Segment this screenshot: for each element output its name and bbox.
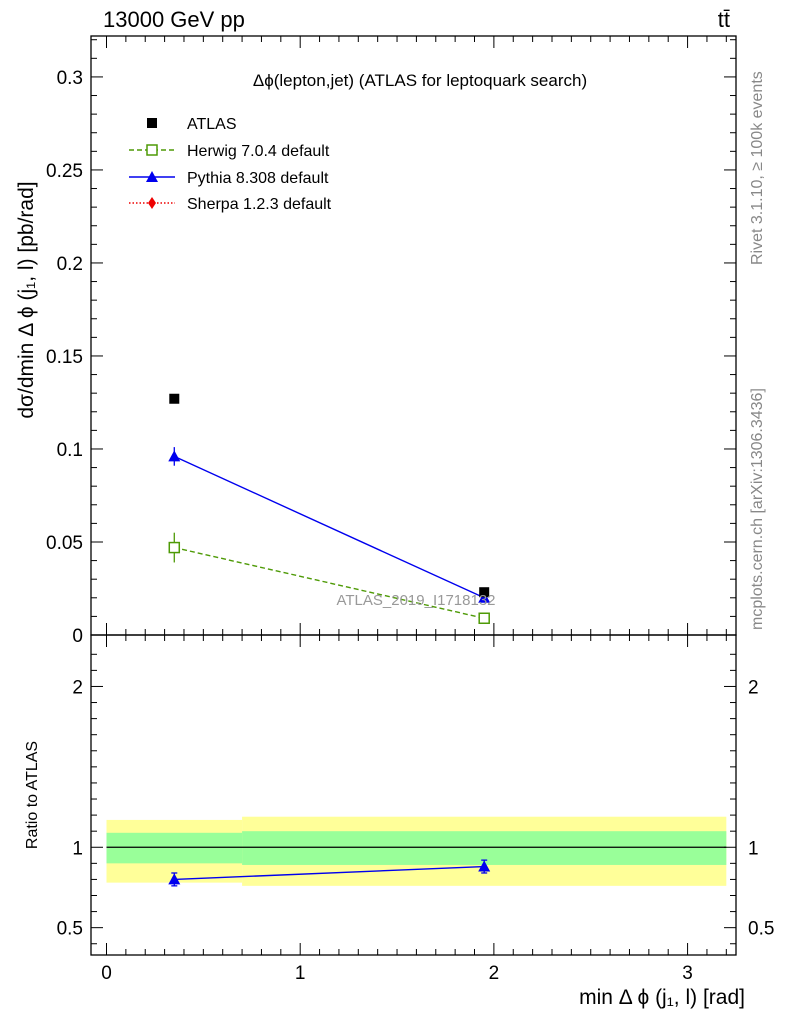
y-tick-label: 0.3 — [57, 68, 83, 89]
x-tick-label: 3 — [682, 963, 693, 984]
main-panel: 0 0.05 0.1 0.15 0.2 0.25 0.3 Δϕ(lepton,jet) (A… — [15, 35, 737, 647]
ratio-y-tick-label-right: 0.5 — [748, 919, 774, 940]
atlas-data-point — [479, 587, 490, 598]
legend-label-herwig: Herwig 7.0.4 default — [187, 143, 330, 160]
ratio-axis-title: Ratio to ATLAS — [24, 741, 41, 849]
atlas-data-point — [169, 393, 180, 404]
ratio-stat-uncertainty-band — [242, 831, 727, 865]
herwig-series-line — [174, 546, 485, 619]
legend-marker-pythia — [146, 171, 158, 182]
legend-entry-pythia: Pythia 8.308 default — [129, 170, 329, 187]
y-tick-label: 0 — [72, 626, 83, 647]
y-tick-label: 0.25 — [46, 161, 83, 182]
header-energy-label: 13000 GeV pp — [103, 7, 245, 32]
legend-label-atlas: ATLAS — [187, 116, 237, 133]
ratio-y-tick-label: 1 — [72, 838, 83, 859]
pythia-point — [478, 591, 491, 603]
ratio-pythia-point — [478, 860, 491, 872]
x-axis-title: min Δ ϕ (j₁, l) [rad] — [579, 986, 745, 1009]
legend-marker-herwig — [146, 144, 158, 156]
rivet-version-label: Rivet 3.1.10, ≥ 100k events — [749, 71, 766, 265]
x-tick-label: 0 — [101, 963, 112, 984]
ratio-panel: 0 1 2 3 0.5 0.5 1 1 2 2 Ratio to ATLAS — [24, 634, 774, 984]
y-tick-label: 0.1 — [57, 440, 83, 461]
legend: ATLAS Herwig 7.0.4 default Pythia 8.308 … — [129, 116, 332, 213]
legend-entry-sherpa: Sherpa 1.2.3 default — [129, 196, 332, 213]
ratio-y-tick-label-right: 2 — [748, 677, 759, 698]
ratio-y-tick-label: 0.5 — [57, 919, 83, 940]
legend-marker-atlas — [147, 118, 157, 128]
ratio-stat-uncertainty-band — [106, 832, 243, 864]
ratio-y-tick-label-right: 1 — [748, 838, 759, 859]
legend-label-pythia: Pythia 8.308 default — [187, 170, 329, 187]
legend-entry-herwig: Herwig 7.0.4 default — [129, 143, 330, 160]
legend-label-sherpa: Sherpa 1.2.3 default — [187, 196, 332, 213]
herwig-point — [478, 612, 490, 625]
pythia-series-line — [173, 455, 485, 599]
y-axis-title: dσ/dmin Δ ϕ (j₁, l) [pb/rad] — [15, 181, 38, 418]
legend-entry-atlas: ATLAS — [147, 116, 237, 133]
herwig-point — [168, 541, 181, 554]
panel-title: Δϕ(lepton,jet) (ATLAS for leptoquark sea… — [253, 71, 587, 90]
ratio-panel-frame — [90, 634, 737, 956]
y-tick-label: 0.2 — [57, 254, 83, 275]
mcplots-reference-label: mcplots.cern.ch [arXiv:1306.3436] — [749, 388, 766, 630]
y-tick-label: 0.05 — [46, 533, 83, 554]
ratio-pythia-point — [168, 873, 181, 885]
x-tick-label: 1 — [295, 963, 306, 984]
x-tick-label: 2 — [489, 963, 500, 984]
pythia-point — [168, 450, 181, 462]
ratio-y-tick-label: 2 — [72, 677, 83, 698]
y-tick-label: 0.15 — [46, 347, 83, 368]
ratio-pythia-line — [174, 865, 485, 881]
analysis-watermark: ATLAS_2019_I1718132 — [336, 592, 495, 609]
legend-marker-sherpa — [148, 197, 156, 209]
header-process-label: tt̄ — [718, 7, 730, 32]
